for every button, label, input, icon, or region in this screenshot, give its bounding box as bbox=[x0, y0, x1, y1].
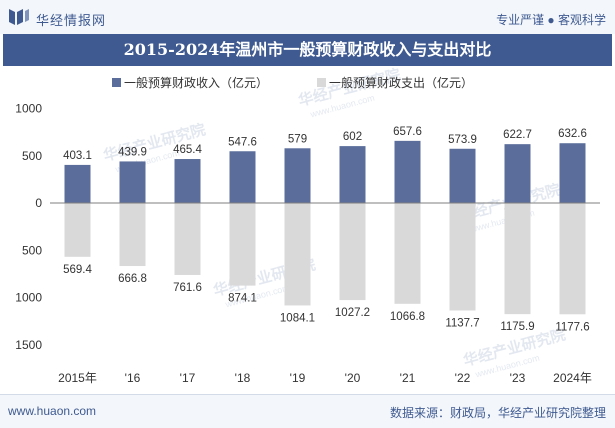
expense-bar bbox=[229, 203, 256, 286]
chart-title: 2015-2024年温州市一般预算财政收入与支出对比 bbox=[3, 34, 612, 66]
income-value-label: 579 bbox=[288, 133, 307, 145]
income-value-label: 632.6 bbox=[558, 128, 587, 140]
expense-value-label: 1175.9 bbox=[500, 321, 534, 333]
expense-value-label: 1066.8 bbox=[390, 311, 425, 323]
expense-value-label: 569.4 bbox=[63, 264, 92, 276]
x-tick-label: '21 bbox=[400, 371, 416, 385]
expense-value-label: 1027.2 bbox=[335, 307, 370, 319]
y-tick-label: 1000 bbox=[15, 291, 42, 305]
income-bar bbox=[559, 143, 586, 203]
income-bar bbox=[119, 161, 146, 203]
footer-bar: www.huaon.com 数据来源：财政局，华经产业研究院整理 bbox=[0, 394, 615, 428]
x-tick-label: 2024年 bbox=[553, 371, 592, 385]
huajing-logo-icon bbox=[9, 9, 29, 25]
expense-bar bbox=[504, 203, 531, 315]
income-bar bbox=[174, 159, 201, 203]
chart-area: 华经产业研究院www.huaon.com华经产业研究院www.huaon.com… bbox=[15, 66, 600, 385]
expense-bar bbox=[284, 203, 311, 306]
x-tick-label: '20 bbox=[345, 371, 361, 385]
y-tick-label: 500 bbox=[22, 149, 42, 163]
expense-value-label: 1084.1 bbox=[280, 312, 315, 324]
income-bar bbox=[284, 148, 311, 203]
y-tick-label: 1500 bbox=[15, 338, 42, 352]
footer-site-url[interactable]: www.huaon.com bbox=[8, 404, 97, 418]
income-bar bbox=[339, 146, 366, 203]
legend-swatch-2 bbox=[317, 78, 326, 87]
income-value-label: 657.6 bbox=[393, 126, 422, 138]
x-tick-label: '16 bbox=[125, 371, 141, 385]
income-value-label: 439.9 bbox=[118, 146, 147, 158]
income-bar bbox=[64, 164, 91, 203]
x-tick-label: '17 bbox=[180, 371, 196, 385]
brand-name: 华经情报网 bbox=[36, 13, 107, 28]
income-value-label: 622.7 bbox=[503, 129, 532, 141]
expense-bar bbox=[394, 203, 421, 304]
data-source: 数据来源：财政局，华经产业研究院整理 bbox=[389, 406, 606, 420]
income-bar bbox=[394, 140, 421, 203]
legend-label-1: 一般预算财政收入（亿元） bbox=[124, 75, 268, 90]
expense-bar bbox=[449, 203, 476, 311]
top-bar: 华经情报网 专业严谨 ● 客观科学 bbox=[0, 0, 615, 34]
expense-value-label: 1137.7 bbox=[445, 318, 479, 330]
income-value-label: 465.4 bbox=[173, 144, 202, 156]
x-tick-label: '22 bbox=[455, 371, 471, 385]
expense-bar bbox=[119, 203, 146, 267]
y-tick-label: 500 bbox=[22, 243, 42, 257]
expense-value-label: 1177.6 bbox=[555, 321, 589, 333]
income-value-label: 403.1 bbox=[63, 150, 92, 162]
income-bar bbox=[229, 151, 256, 203]
expense-bar bbox=[559, 203, 586, 315]
expense-bar bbox=[339, 203, 366, 301]
expense-value-label: 666.8 bbox=[118, 273, 147, 285]
x-tick-label: '23 bbox=[510, 371, 526, 385]
y-tick-label: 1000 bbox=[15, 102, 42, 116]
expense-value-label: 874.1 bbox=[228, 293, 257, 305]
income-bar bbox=[504, 144, 531, 203]
legend-swatch-1 bbox=[112, 78, 121, 87]
legend-label-2: 一般预算财政支出（亿元） bbox=[329, 75, 473, 90]
expense-bar bbox=[64, 203, 91, 257]
income-value-label: 573.9 bbox=[448, 134, 477, 146]
x-tick-label: '19 bbox=[290, 371, 306, 385]
slogan: 专业严谨 ● 客观科学 bbox=[496, 13, 606, 27]
expense-value-label: 761.6 bbox=[173, 282, 202, 294]
expense-bar bbox=[174, 203, 201, 275]
x-tick-label: 2015年 bbox=[58, 371, 97, 385]
income-value-label: 547.6 bbox=[228, 136, 257, 148]
income-value-label: 602 bbox=[343, 131, 362, 143]
y-tick-label: 0 bbox=[35, 196, 42, 210]
x-tick-label: '18 bbox=[235, 371, 251, 385]
income-bar bbox=[449, 148, 476, 203]
